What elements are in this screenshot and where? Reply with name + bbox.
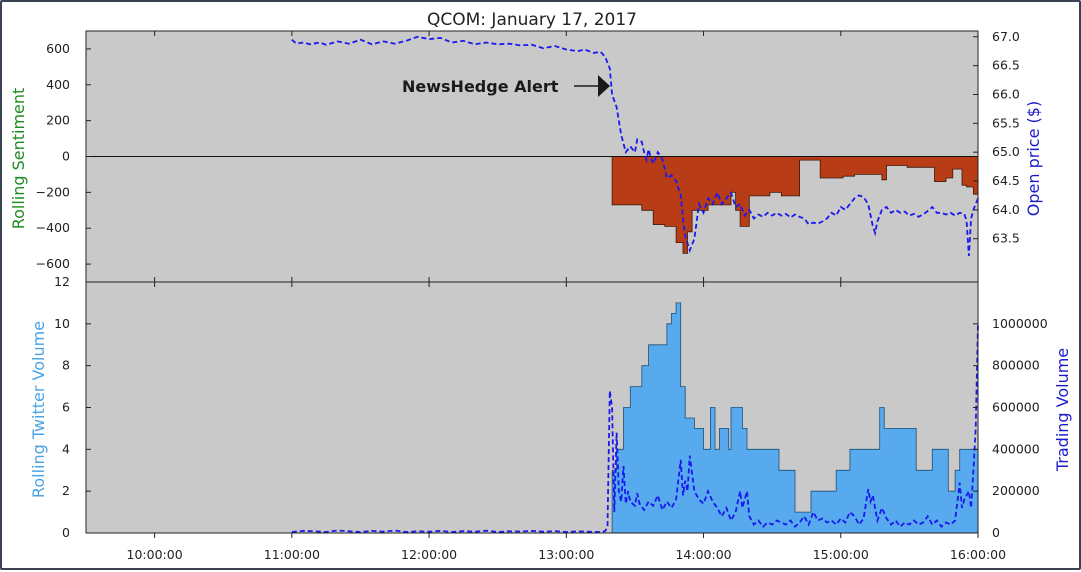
x-tick-label: 16:00:00 [950, 547, 1006, 562]
price-tick-label: 65.0 [992, 144, 1020, 159]
trading-volume-tick-label: 400000 [992, 441, 1040, 456]
newshedge-alert-annotation: NewsHedge Alert [402, 75, 610, 97]
x-tick-label: 13:00:00 [538, 547, 594, 562]
alert-arrow-head [598, 75, 610, 97]
sentiment-tick-label: 600 [46, 41, 70, 56]
x-tick-label: 11:00:00 [264, 547, 320, 562]
volume-panel: 0 2 4 6 8 10 12 0 200000 400000 600000 800000 100000… [54, 274, 1048, 562]
twitter-tick-label: 4 [62, 441, 70, 456]
sentiment-area [611, 156, 979, 254]
sentiment-tick-label: −400 [36, 220, 70, 235]
twitter-tick-label: 12 [54, 274, 70, 289]
trading-volume-tick-label: 0 [992, 525, 1000, 540]
twitter-tick-label: 8 [62, 358, 70, 373]
price-tick-label: 64.0 [992, 202, 1020, 217]
twitter-volume-axis-label: Rolling Twitter Volume [29, 321, 48, 498]
trading-volume-tick-label: 200000 [992, 483, 1040, 498]
trading-volume-tick-label: 800000 [992, 358, 1040, 373]
sentiment-tick-label: 400 [46, 77, 70, 92]
x-tick-label: 12:00:00 [401, 547, 457, 562]
x-tick-label: 10:00:00 [127, 547, 183, 562]
chart-title: QCOM: January 17, 2017 [427, 10, 637, 30]
sentiment-tick-label: 0 [62, 149, 70, 164]
price-tick-label: 63.5 [992, 231, 1020, 246]
sentiment-tick-label: 200 [46, 113, 70, 128]
sentiment-tick-label: −600 [36, 256, 70, 271]
twitter-volume-area [611, 302, 979, 534]
newshedge-alert-text: NewsHedge Alert [402, 77, 559, 96]
open-price-axis-label: Open price ($) [1024, 101, 1043, 216]
price-tick-label: 66.5 [992, 58, 1020, 73]
price-tick-label: 65.5 [992, 115, 1020, 130]
twitter-tick-label: 2 [62, 483, 70, 498]
price-tick-label: 67.0 [992, 29, 1020, 44]
twitter-tick-label: 6 [62, 400, 70, 415]
sentiment-tick-label: −200 [36, 184, 70, 199]
twitter-tick-label: 0 [62, 525, 70, 540]
trading-volume-tick-label: 600000 [992, 400, 1040, 415]
price-tick-label: 66.0 [992, 86, 1020, 101]
sentiment-axis-label: Rolling Sentiment [9, 88, 28, 230]
x-tick-label: 14:00:00 [675, 547, 731, 562]
sentiment-panel: −600 −400 −200 0 200 400 600 63.5 64.0 64.5 65.0 65… [36, 29, 1020, 283]
trading-volume-axis-label: Trading Volume [1053, 348, 1072, 472]
price-tick-label: 64.5 [992, 173, 1020, 188]
x-tick-label: 15:00:00 [813, 547, 869, 562]
twitter-tick-label: 10 [54, 316, 70, 331]
open-price-line [291, 35, 979, 257]
trading-volume-tick-label: 1000000 [992, 316, 1048, 331]
trading-volume-line [291, 323, 979, 533]
